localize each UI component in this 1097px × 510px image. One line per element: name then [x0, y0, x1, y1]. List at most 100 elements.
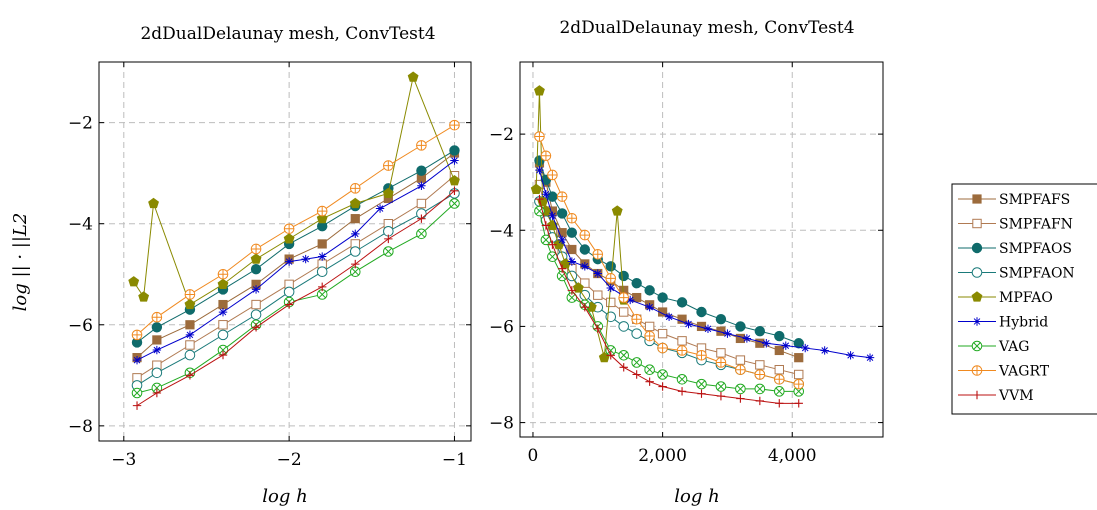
data-point-vagrt: [184, 289, 196, 300]
data-point-vvm: [318, 282, 327, 292]
y-tick-label: −6: [489, 317, 514, 337]
data-point-smpfafs: [567, 244, 577, 255]
legend-entry-smpfafs: SMPFAFS: [958, 192, 1070, 208]
data-point-vagrt: [754, 369, 766, 380]
legend-label: SMPFAFN: [999, 217, 1073, 233]
data-point-mpfao: [217, 278, 229, 289]
data-point-smpfafs: [774, 345, 784, 356]
data-point-vag: [316, 289, 328, 300]
legend-marker-hybrid: [972, 317, 982, 326]
left-chart: 2dDualDelaunay mesh, ConvTest4 log h log…: [10, 24, 472, 507]
data-point-smpfafn: [794, 369, 804, 380]
data-point-vag: [605, 345, 617, 356]
data-point-hybrid: [846, 351, 855, 360]
data-point-smpfafn: [606, 297, 616, 308]
series-smpfafs: [132, 148, 460, 363]
data-point-vvm: [132, 401, 142, 410]
x-tick-label: −2: [277, 450, 302, 470]
right-chart: 2dDualDelaunay mesh, ConvTest4 log h 0 2,…: [489, 18, 884, 507]
series-smpfaos: [131, 145, 460, 348]
data-point-hybrid: [762, 339, 771, 348]
left-chart-ylabel: log || · ||L2: [10, 213, 31, 312]
data-point-smpfafn: [251, 299, 261, 310]
data-point-vvm: [284, 300, 294, 309]
series-line-smpfafs: [136, 152, 455, 358]
data-point-smpfaos: [696, 306, 707, 318]
left-chart-ticks: −3 −2 −1 −8 −6 −4 −2: [68, 62, 471, 470]
data-point-hybrid: [625, 295, 635, 305]
data-point-vvm: [632, 370, 641, 379]
data-point-hybrid: [318, 252, 327, 261]
data-point-smpfafn: [185, 340, 195, 350]
data-point-smpfaos: [774, 330, 785, 342]
left-chart-title: 2dDualDelaunay mesh, ConvTest4: [140, 24, 435, 44]
data-point-hybrid: [742, 334, 752, 343]
legend-marker-vag: [971, 340, 983, 352]
data-point-smpfaos: [793, 338, 804, 349]
data-point-vvm: [567, 286, 577, 295]
data-point-smpfafn: [580, 278, 590, 288]
data-point-vvm: [251, 323, 261, 332]
data-point-mpfao: [184, 298, 196, 310]
data-point-smpfaon: [618, 321, 630, 332]
data-point-vag: [416, 228, 427, 240]
data-point-vag: [631, 357, 642, 368]
data-point-hybrid: [541, 190, 551, 199]
y-tick-label: −6: [68, 316, 93, 336]
x-tick-label: −1: [442, 450, 467, 470]
data-point-smpfaos: [416, 165, 427, 176]
data-point-hybrid: [251, 285, 261, 294]
data-point-smpfaon: [316, 266, 328, 278]
data-point-smpfaon: [283, 286, 295, 298]
data-point-vag: [676, 374, 688, 385]
series-line-vagrt: [136, 124, 455, 336]
data-point-vag: [754, 383, 766, 395]
data-point-hybrid: [132, 355, 142, 365]
series-line-smpfafn: [136, 175, 455, 379]
data-point-smpfaon: [184, 349, 196, 361]
data-point-hybrid: [820, 346, 829, 355]
legend-entry-vvm: VVM: [958, 388, 1034, 404]
data-point-vagrt: [735, 364, 746, 375]
data-point-smpfaos: [605, 261, 616, 272]
data-point-hybrid: [417, 181, 426, 191]
data-point-smpfafs: [350, 214, 360, 224]
data-point-vvm: [580, 302, 590, 312]
series-hybrid: [535, 165, 875, 362]
data-point-mpfao: [530, 183, 542, 195]
legend-entry-smpfaos: SMPFAOS: [958, 241, 1072, 257]
data-point-vag: [151, 382, 163, 394]
data-point-vagrt: [540, 150, 552, 162]
data-point-hybrid: [645, 302, 654, 312]
data-point-vvm: [794, 399, 803, 408]
data-point-hybrid: [723, 329, 732, 338]
series-mpfao: [128, 71, 460, 310]
data-point-vag: [131, 387, 143, 399]
series-smpfaon: [534, 196, 805, 390]
data-point-vvm: [658, 382, 667, 391]
data-point-hybrid: [781, 341, 790, 350]
y-tick-label: −2: [68, 114, 93, 134]
data-point-hybrid: [535, 165, 544, 175]
data-point-smpfaos: [556, 208, 568, 219]
legend-marker-smpfafn: [972, 218, 982, 229]
data-point-hybrid: [450, 156, 459, 165]
data-point-mpfao: [449, 175, 460, 186]
data-point-vag: [644, 364, 655, 375]
legend-label: VVM: [998, 388, 1034, 404]
x-tick-label: 4,000: [768, 446, 817, 466]
data-point-mpfao: [316, 212, 328, 224]
data-point-smpfafn: [735, 355, 746, 365]
data-point-vagrt: [696, 349, 707, 361]
data-point-mpfao: [611, 205, 623, 216]
data-point-smpfaos: [631, 277, 642, 289]
series-smpfaon: [131, 188, 460, 391]
legend: SMPFAFS SMPFAFN SMPFAOS SMPFAON MPFAO Hybrid V…: [951, 183, 1097, 415]
data-point-vagrt: [644, 330, 655, 342]
legend-marker-vvm: [972, 390, 982, 400]
series-line-hybrid: [136, 160, 455, 361]
data-point-vvm: [450, 186, 459, 196]
data-point-vvm: [755, 396, 765, 406]
x-tick-label: 2,000: [638, 446, 687, 466]
left-chart-xlabel: log h: [262, 486, 307, 506]
